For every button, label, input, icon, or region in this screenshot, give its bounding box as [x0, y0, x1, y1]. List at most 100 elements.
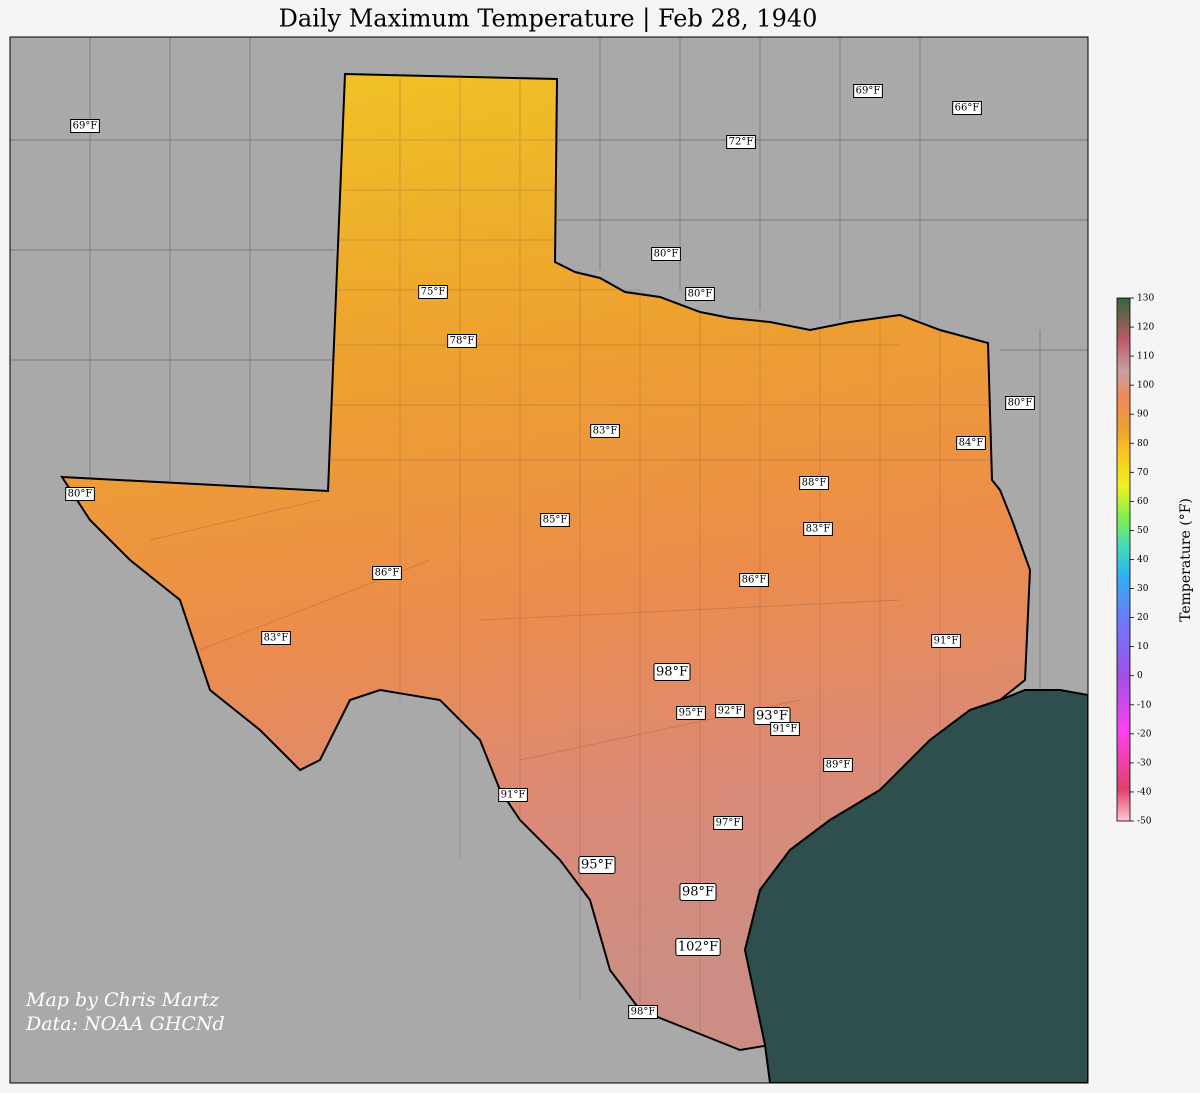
station: 66°F — [952, 101, 982, 115]
station: 78°F — [447, 334, 477, 348]
station: 72°F — [726, 135, 756, 149]
station: 91°F — [770, 722, 800, 736]
colorbar-tick-label: 90 — [1137, 410, 1149, 420]
station: 98°F — [653, 663, 691, 681]
colorbar-tick-label: 70 — [1137, 468, 1149, 478]
station-box — [853, 84, 883, 98]
station-label: 80°F — [654, 249, 679, 260]
texas-county-lines — [149, 74, 990, 1030]
station-box — [803, 522, 833, 536]
station-label: 98°F — [631, 1007, 656, 1018]
station-box — [418, 285, 448, 299]
station-label: 69°F — [73, 121, 98, 132]
colorbar-tick-label: -30 — [1137, 758, 1152, 768]
station: 84°F — [956, 436, 986, 450]
station-label: 89°F — [826, 760, 851, 771]
station-label: 80°F — [68, 489, 93, 500]
station-box — [70, 119, 100, 133]
station: 80°F — [651, 247, 681, 261]
colorbar-ticks: -50 -40 -30 -20 -10 0 10 20 30 40 50 60 70 80 90 100 110… — [1130, 294, 1154, 827]
station-label: 75°F — [421, 287, 446, 298]
station-label: 98°F — [656, 665, 688, 680]
colorbar-tick-label: -10 — [1137, 700, 1152, 710]
colorbar-tick-label: 130 — [1137, 294, 1154, 304]
station-label: 95°F — [581, 858, 613, 873]
station-label: 88°F — [802, 478, 827, 489]
station: 93°F — [753, 707, 791, 725]
station-box — [628, 1005, 658, 1019]
gulf-of-mexico — [743, 689, 1088, 1083]
colorbar-tick-label: 0 — [1137, 671, 1143, 681]
station-box — [675, 938, 721, 956]
station-label: 83°F — [593, 426, 618, 437]
station: 89°F — [823, 758, 853, 772]
station: 92°F — [715, 704, 745, 718]
map-frame — [9, 36, 1089, 1084]
station-box — [261, 631, 291, 645]
station: 88°F — [799, 476, 829, 490]
colorbar-label: Temperature (°F) — [1178, 498, 1194, 622]
station: 83°F — [261, 631, 291, 645]
station: 85°F — [540, 513, 570, 527]
station: 83°F — [803, 522, 833, 536]
station-box — [679, 883, 717, 901]
station-box — [653, 663, 691, 681]
station-label: 80°F — [688, 289, 713, 300]
station-box — [823, 758, 853, 772]
colorbar-tick-label: 20 — [1137, 613, 1149, 623]
station-label: 97°F — [716, 818, 741, 829]
station-label: 83°F — [264, 633, 289, 644]
station-label: 92°F — [718, 706, 743, 717]
colorbar-tick-label: 120 — [1137, 323, 1154, 333]
colorbar-tick-label: 80 — [1137, 439, 1149, 449]
colorbar-tick-label: -20 — [1137, 729, 1152, 739]
station-labels: 69°F 69°F 66°F 72°F 80°F 80°F 75°F 78°F 80°F 83°F… — [65, 84, 1035, 1019]
credit-data: Data: NOAA GHCNd — [25, 1013, 225, 1035]
colorbar-tick-label: 40 — [1137, 555, 1149, 565]
station-box — [956, 436, 986, 450]
station-box — [931, 634, 961, 648]
colorbar-tick-label: 10 — [1137, 642, 1149, 652]
station-box — [685, 287, 715, 301]
county-lines — [10, 37, 1088, 690]
station-label: 86°F — [375, 568, 400, 579]
station-box — [372, 566, 402, 580]
station: 80°F — [65, 487, 95, 501]
map-area: 69°F 69°F 66°F 72°F 80°F 80°F 75°F 78°F 80°F 83°F… — [10, 37, 1088, 1083]
station-box — [1005, 396, 1035, 410]
colorbar-tick-label: 50 — [1137, 526, 1149, 536]
station: 69°F — [853, 84, 883, 98]
colorbar-tick-label: 110 — [1137, 352, 1154, 362]
station: 102°F — [675, 938, 721, 956]
colorbar-tick-label: -40 — [1137, 787, 1152, 797]
station: 75°F — [418, 285, 448, 299]
station: 91°F — [498, 788, 528, 802]
station-label: 72°F — [729, 137, 754, 148]
station: 80°F — [685, 287, 715, 301]
station-label: 80°F — [1008, 398, 1033, 409]
station: 83°F — [590, 424, 620, 438]
station-box — [770, 722, 800, 736]
station-label: 66°F — [955, 103, 980, 114]
colorbar-tick-label: 30 — [1137, 584, 1149, 594]
station: 80°F — [1005, 396, 1035, 410]
station-box — [726, 135, 756, 149]
station: 97°F — [713, 816, 743, 830]
station-box — [65, 487, 95, 501]
station-box — [799, 476, 829, 490]
station-label: 83°F — [806, 524, 831, 535]
station-box — [447, 334, 477, 348]
station-box — [715, 704, 745, 718]
station-label: 91°F — [773, 724, 798, 735]
station-label: 102°F — [678, 940, 718, 955]
station: 95°F — [676, 706, 706, 720]
station-label: 91°F — [934, 636, 959, 647]
station-box — [578, 856, 616, 874]
station-label: 84°F — [959, 438, 984, 449]
station: 86°F — [739, 573, 769, 587]
colorbar-tick-label: -50 — [1137, 817, 1152, 827]
title: Daily Maximum Temperature | Feb 28, 1940 — [279, 5, 818, 34]
station-box — [952, 101, 982, 115]
station-box — [590, 424, 620, 438]
